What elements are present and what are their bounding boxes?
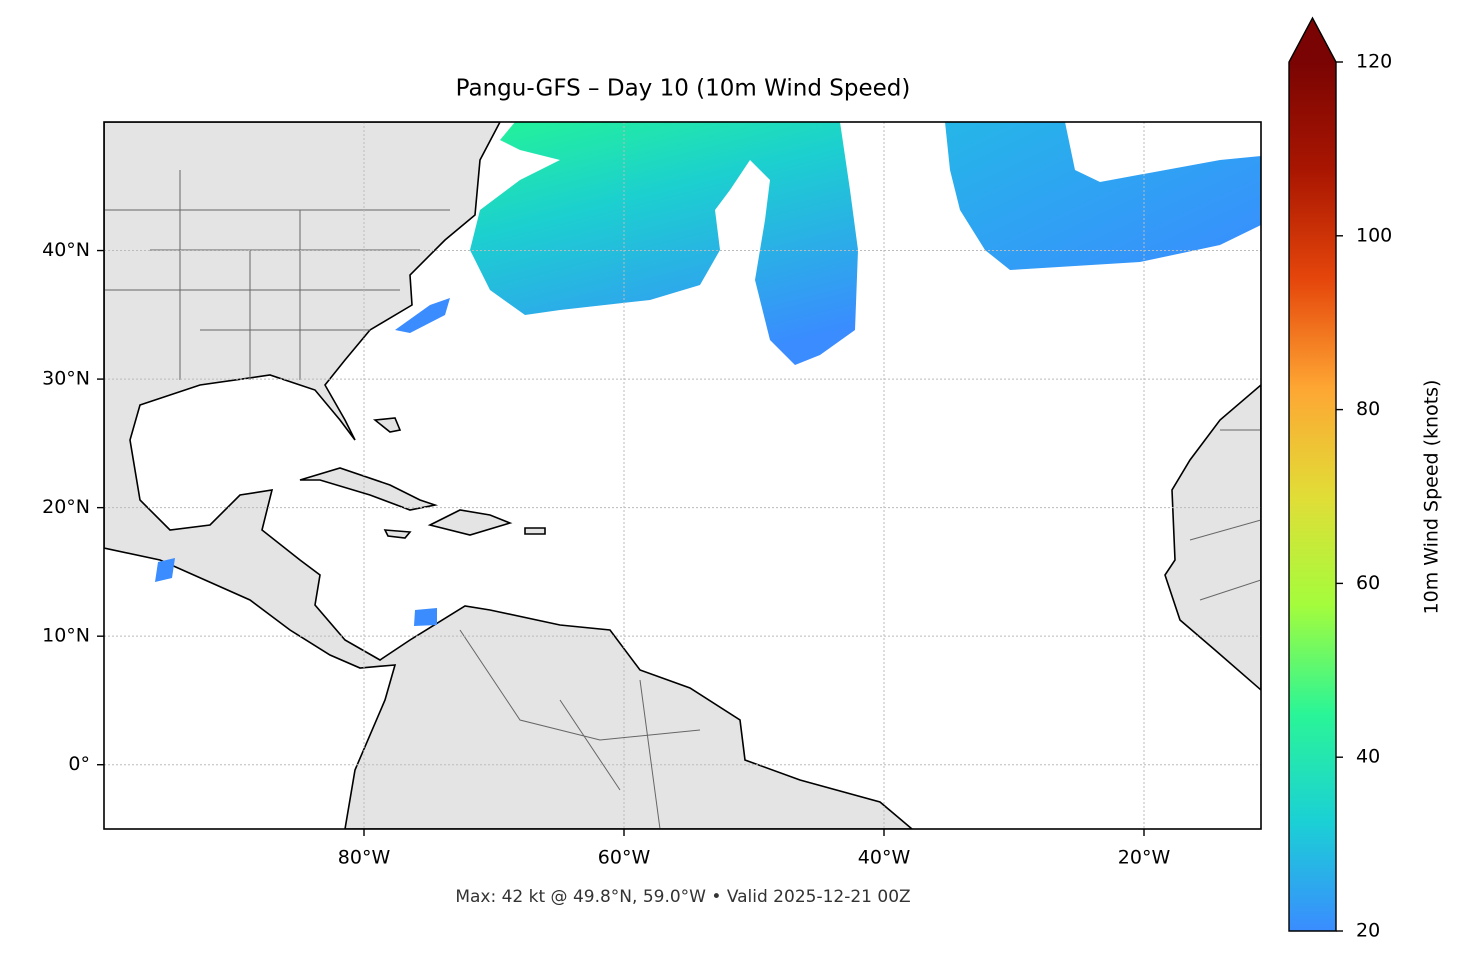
colorbar-tick-label: 60 <box>1356 572 1380 594</box>
colorbar: 20 40 60 80 100 120 <box>1288 16 1392 942</box>
wind-field <box>155 122 1261 626</box>
x-tick-label: 80°W <box>338 847 391 869</box>
y-tick-label: 0° <box>68 753 90 775</box>
colorbar-gradient <box>1289 62 1336 931</box>
grid <box>104 122 1261 829</box>
x-tick-label: 60°W <box>598 847 651 869</box>
borders <box>104 170 1261 829</box>
caption: Max: 42 kt @ 49.8°N, 59.0°W • Valid 2025… <box>455 887 910 907</box>
colorbar-tick-label: 100 <box>1356 224 1392 246</box>
y-tick-label: 10°N <box>42 625 90 647</box>
axes-frame <box>103 121 1262 830</box>
colorbar-frame <box>1288 16 1337 932</box>
ticks: 80°W 60°W 40°W 20°W 0° 10°N 20°N 30°N 40°N <box>42 239 1170 868</box>
colorbar-tick-label: 120 <box>1356 51 1392 73</box>
land <box>104 122 1261 829</box>
x-tick-label: 20°W <box>1118 847 1171 869</box>
x-tick-label: 40°W <box>858 847 911 869</box>
colorbar-extend <box>1289 18 1336 62</box>
colorbar-tick-label: 80 <box>1356 398 1380 420</box>
colorbar-tick-label: 40 <box>1356 746 1380 768</box>
colorbar-label: 10m Wind Speed (knots) <box>1421 380 1443 615</box>
map-area <box>104 122 1261 829</box>
y-tick-label: 20°N <box>42 496 90 518</box>
colorbar-tick-label: 20 <box>1356 920 1380 942</box>
chart-title: Pangu-GFS – Day 10 (10m Wind Speed) <box>456 76 911 102</box>
y-tick-label: 40°N <box>42 239 90 261</box>
y-tick-label: 30°N <box>42 368 90 390</box>
